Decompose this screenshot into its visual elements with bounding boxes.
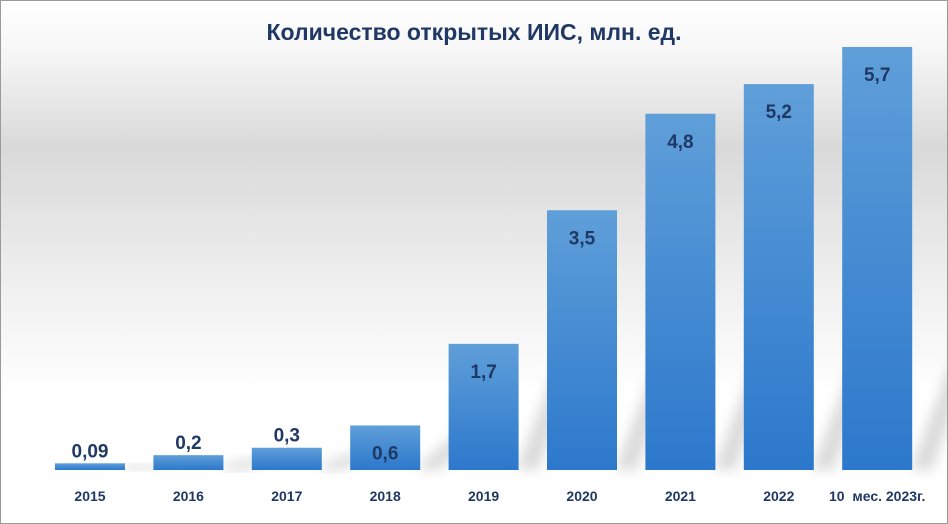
value-labels: 0,09 0,2 0,3 0,6 1,7 3,5 4,8 5,2 5,7 [72,65,891,464]
bar-2022 [743,84,814,471]
bar-2016 [153,455,224,470]
bar-10-мес.-2023г. [842,47,913,470]
value-label: 0,2 [175,433,201,454]
category-label: 2021 [665,488,696,504]
bar-shadows [125,360,947,470]
category-label: 2020 [566,488,597,504]
bar-2017 [251,447,322,470]
category-label: 2019 [468,488,499,504]
value-label: 0,6 [372,443,398,464]
bar-shadow [912,373,947,470]
category-labels: 2015 2016 2017 2018 2019 2020 2021 2022 10 мес. … [74,488,925,504]
bars-group [55,47,913,471]
bar-2020 [547,210,617,470]
bar-2019 [448,343,519,470]
value-label: 5,2 [766,102,792,123]
value-label: 1,7 [470,362,496,383]
value-label: 0,09 [72,441,109,462]
chart-title: Количество открытых ИИС, млн. ед. [266,19,682,45]
bar-2021 [645,113,716,470]
category-label: 2016 [173,488,204,504]
bar-2015 [55,463,125,470]
category-label: 2022 [763,488,794,504]
category-label: 2018 [370,488,401,504]
value-label: 3,5 [569,228,596,249]
category-label: 2015 [74,488,105,504]
bar-2018 [350,425,421,470]
value-label: 0,3 [274,426,300,447]
value-label: 5,7 [864,65,890,86]
category-label: 10 мес. 2023г. [829,488,925,504]
category-label: 2017 [271,488,302,504]
value-label: 4,8 [667,132,693,153]
